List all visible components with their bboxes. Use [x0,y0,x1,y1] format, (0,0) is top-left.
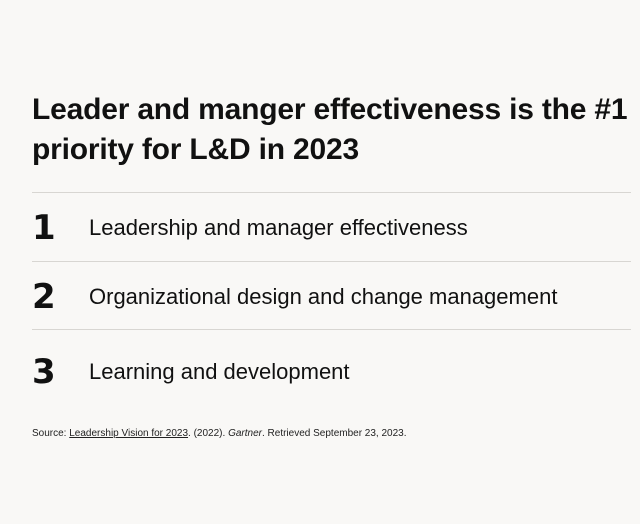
priority-rank: 2 [32,277,56,317]
priority-label: Leadership and manager effectiveness [89,215,468,240]
page-title: Leader and manger effectiveness is the #… [32,93,628,166]
source-suffix: . Retrieved September 23, 2023. [261,428,407,439]
priority-item: 1 Leadership and manager effectiveness [32,208,631,248]
divider [32,261,631,262]
divider [32,192,631,193]
priority-rank: 1 [32,208,56,248]
priority-item: 3 Learning and development [32,352,631,392]
source-citation: Source: Leadership Vision for 2023. (202… [32,426,631,442]
source-prefix: Source: [32,428,70,439]
source-link[interactable]: Leadership Vision for 2023 [69,428,189,439]
priority-item: 2 Organizational design and change manag… [32,277,631,317]
priority-label: Learning and development [89,359,350,384]
priority-rank: 3 [32,352,56,392]
source-publisher: Gartner [228,428,262,439]
priority-label: Organizational design and change managem… [89,284,558,309]
divider [32,329,631,330]
source-year: . (2022). [188,428,229,439]
